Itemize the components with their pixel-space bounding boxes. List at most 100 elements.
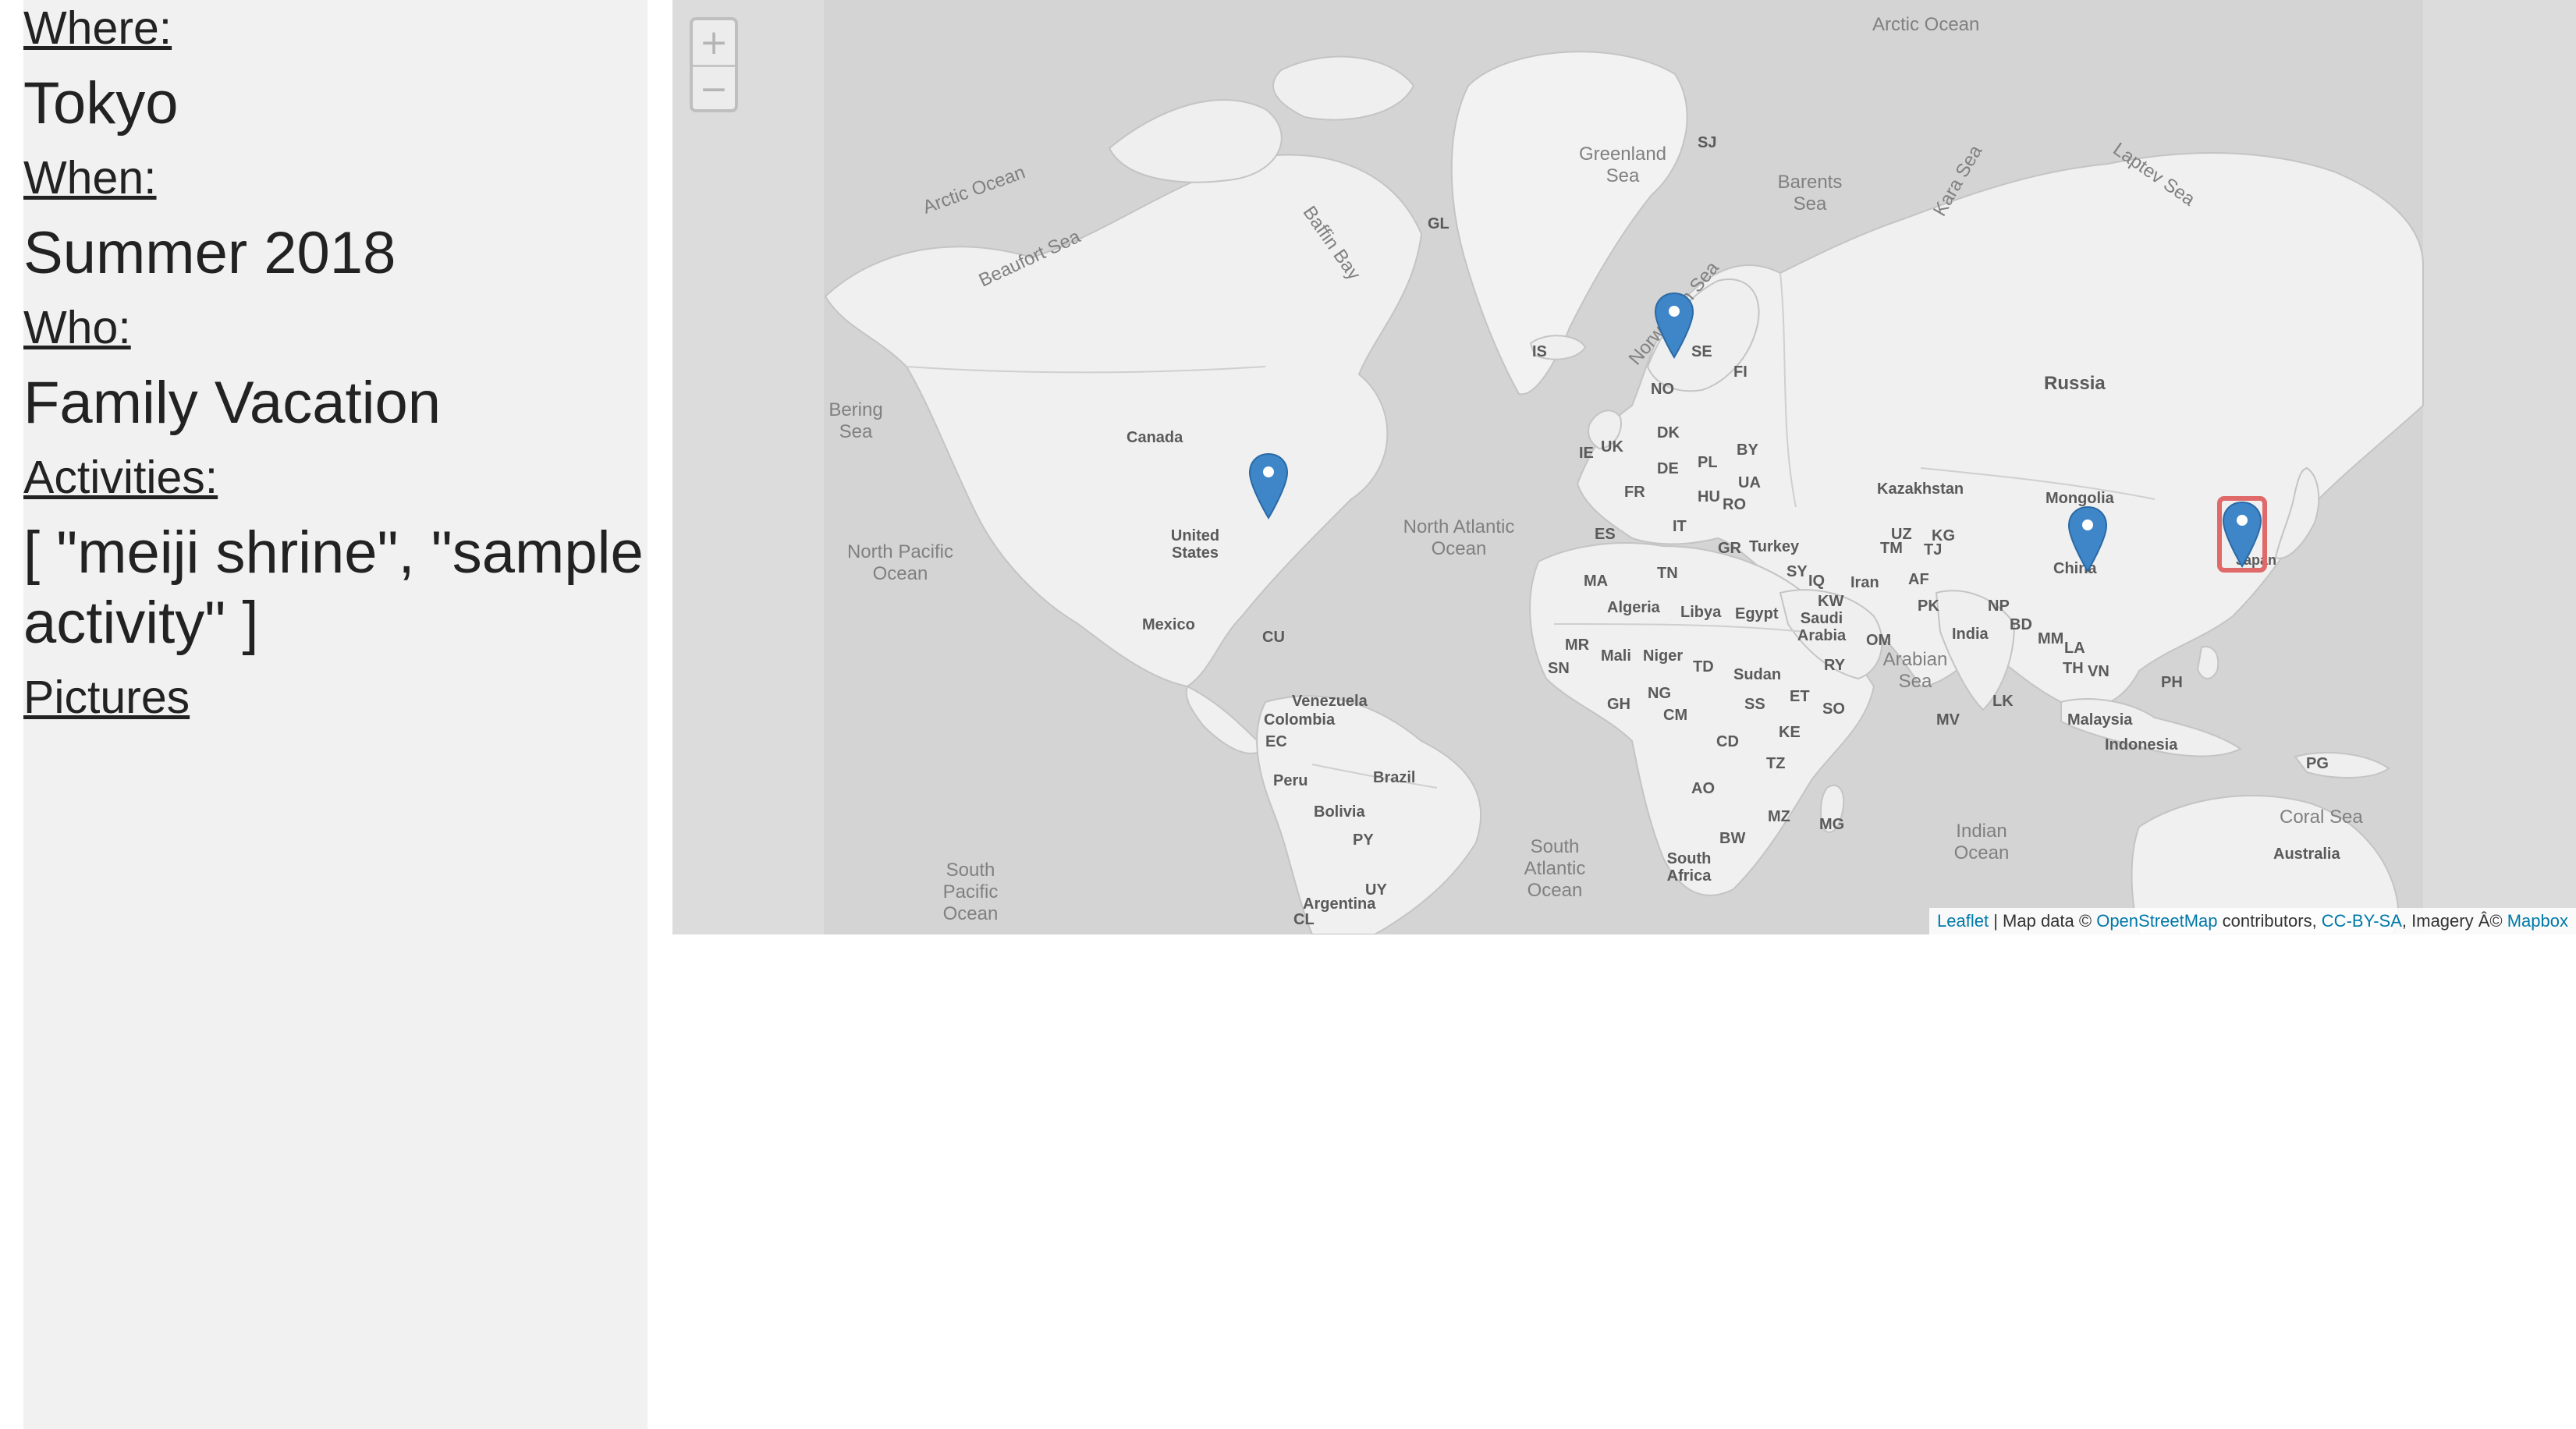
- map-label-venezuela: Venezuela: [1292, 693, 1368, 710]
- map-label-fr: FR: [1624, 484, 1645, 501]
- map-label-united-states: United States: [1170, 527, 1220, 562]
- map-label-south-africa: South Africa: [1666, 850, 1712, 885]
- map-label-gh: GH: [1607, 696, 1630, 713]
- map-label-uk: UK: [1601, 438, 1623, 456]
- map-label-tn: TN: [1657, 565, 1678, 582]
- map-label-es: ES: [1595, 526, 1616, 543]
- map-label-niger: Niger: [1643, 647, 1684, 665]
- cc-by-sa-link[interactable]: CC-BY-SA: [2321, 911, 2402, 931]
- map-label-by: BY: [1737, 441, 1758, 459]
- map-label-py: PY: [1353, 832, 1374, 849]
- map-label-iran: Iran: [1850, 574, 1879, 591]
- leaflet-link[interactable]: Leaflet: [1937, 911, 1989, 931]
- map-label-ro: RO: [1723, 496, 1746, 513]
- zoom-in-button[interactable]: +: [699, 23, 729, 62]
- map-label-cd: CD: [1716, 733, 1739, 750]
- map-label-peru: Peru: [1273, 772, 1308, 789]
- map-label-canada: Canada: [1127, 429, 1183, 446]
- pictures-link[interactable]: Pictures: [23, 672, 190, 723]
- zoom-out-button[interactable]: −: [693, 65, 735, 112]
- map-label-mz: MZ: [1768, 808, 1790, 825]
- map-label-algeria: Algeria: [1607, 599, 1660, 616]
- map-label-gl: GL: [1428, 215, 1449, 232]
- map-label-ma: MA: [1584, 573, 1609, 590]
- when-label: When:: [23, 152, 157, 204]
- map-pin-icon: [1248, 452, 1289, 519]
- map-label-ry: RY: [1824, 657, 1846, 674]
- activities-value: [ "meiji shrine", "sample activity" ]: [23, 519, 644, 656]
- map-label-ao: AO: [1691, 780, 1715, 797]
- attribution-contributors: contributors,: [2217, 911, 2322, 931]
- map-label-mexico: Mexico: [1142, 616, 1195, 633]
- map-label-dk: DK: [1657, 424, 1680, 441]
- map-marker-china[interactable]: [2067, 505, 2108, 573]
- map-label-et: ET: [1790, 688, 1810, 705]
- map-label-sudan: Sudan: [1733, 666, 1782, 683]
- map-label-brazil: Brazil: [1373, 769, 1416, 786]
- map-label-arctic-ocean: Arctic Ocean: [1872, 14, 1980, 35]
- map-label-cm: CM: [1663, 707, 1688, 724]
- map-label-mg: MG: [1819, 816, 1845, 833]
- map-label-lk: LK: [1992, 693, 2014, 710]
- map-marker-scandinavia[interactable]: [1654, 292, 1694, 359]
- map-label-ie: IE: [1579, 445, 1594, 462]
- world-map[interactable]: Arctic Ocean Arctic Ocean Greenland Sea …: [672, 0, 2576, 934]
- map-pin-icon: [2222, 501, 2262, 568]
- map-label-so: SO: [1822, 700, 1845, 718]
- map-label-kazakhstan: Kazakhstan: [1877, 480, 1964, 498]
- map-label-barents-sea: Barents Sea: [1777, 172, 1843, 215]
- mapbox-link[interactable]: Mapbox: [2507, 911, 2568, 931]
- map-label-sj: SJ: [1698, 134, 1717, 151]
- map-label-coral-sea: Coral Sea: [2280, 807, 2363, 828]
- map-label-cl: CL: [1293, 911, 1315, 928]
- map-label-np: NP: [1988, 597, 2010, 615]
- where-label: Where:: [23, 2, 172, 54]
- when-value: Summer 2018: [23, 220, 396, 286]
- map-label-mv: MV: [1936, 711, 1960, 729]
- map-label-pk: PK: [1918, 597, 1939, 615]
- map-label-india: India: [1952, 626, 1989, 643]
- map-label-libya: Libya: [1680, 604, 1722, 621]
- map-label-greenland-sea: Greenland Sea: [1578, 144, 1667, 186]
- map-label-gr: GR: [1718, 540, 1741, 557]
- map-label-turkey: Turkey: [1749, 538, 1800, 555]
- map-label-ss: SS: [1744, 696, 1765, 713]
- map-label-colombia: Colombia: [1264, 711, 1336, 729]
- map-label-tm: TM: [1880, 540, 1903, 557]
- map-label-malaysia: Malaysia: [2067, 711, 2133, 729]
- map-label-pg: PG: [2306, 755, 2329, 772]
- map-label-russia: Russia: [2044, 373, 2106, 394]
- map-label-kg: KG: [1932, 527, 1955, 544]
- map-label-bering-sea: Bering Sea: [829, 399, 883, 442]
- map-label-egypt: Egypt: [1735, 605, 1779, 622]
- map-label-fi: FI: [1733, 363, 1747, 381]
- map-label-th: TH: [2063, 660, 2084, 677]
- map-label-saudi-arabia: Saudi Arabia: [1797, 610, 1847, 644]
- map-label-tz: TZ: [1766, 755, 1786, 772]
- map-label-no: NO: [1651, 381, 1674, 398]
- map-marker-tokyo-selected[interactable]: [2217, 496, 2267, 573]
- map-marker-north-america[interactable]: [1248, 452, 1289, 519]
- map-label-ph: PH: [2161, 674, 2183, 691]
- trip-details-sidebar: Where: Tokyo When: Summer 2018 Who: Fami…: [23, 0, 648, 1429]
- map-label-de: DE: [1657, 460, 1679, 477]
- map-label-vn: VN: [2088, 663, 2109, 680]
- map-label-la: LA: [2064, 640, 2085, 657]
- map-label-mali: Mali: [1601, 647, 1631, 665]
- map-label-mr: MR: [1565, 636, 1590, 654]
- map-label-kw: KW: [1818, 593, 1844, 610]
- map-label-arabian-sea: Arabian Sea: [1882, 649, 1948, 692]
- map-label-south-pacific: South Pacific Ocean: [942, 860, 999, 924]
- where-value: Tokyo: [23, 70, 179, 137]
- map-label-pl: PL: [1698, 454, 1718, 471]
- map-label-uy: UY: [1365, 881, 1387, 899]
- map-label-bolivia: Bolivia: [1314, 803, 1365, 821]
- map-label-it: IT: [1673, 518, 1687, 535]
- zoom-control: + −: [690, 17, 738, 112]
- map-pin-icon: [2067, 505, 2108, 573]
- map-label-bw: BW: [1719, 830, 1746, 847]
- map-label-td: TD: [1693, 658, 1714, 675]
- map-label-north-atlantic: North Atlantic Ocean: [1403, 516, 1515, 559]
- map-label-ec: EC: [1265, 733, 1287, 750]
- openstreetmap-link[interactable]: OpenStreetMap: [2096, 911, 2218, 931]
